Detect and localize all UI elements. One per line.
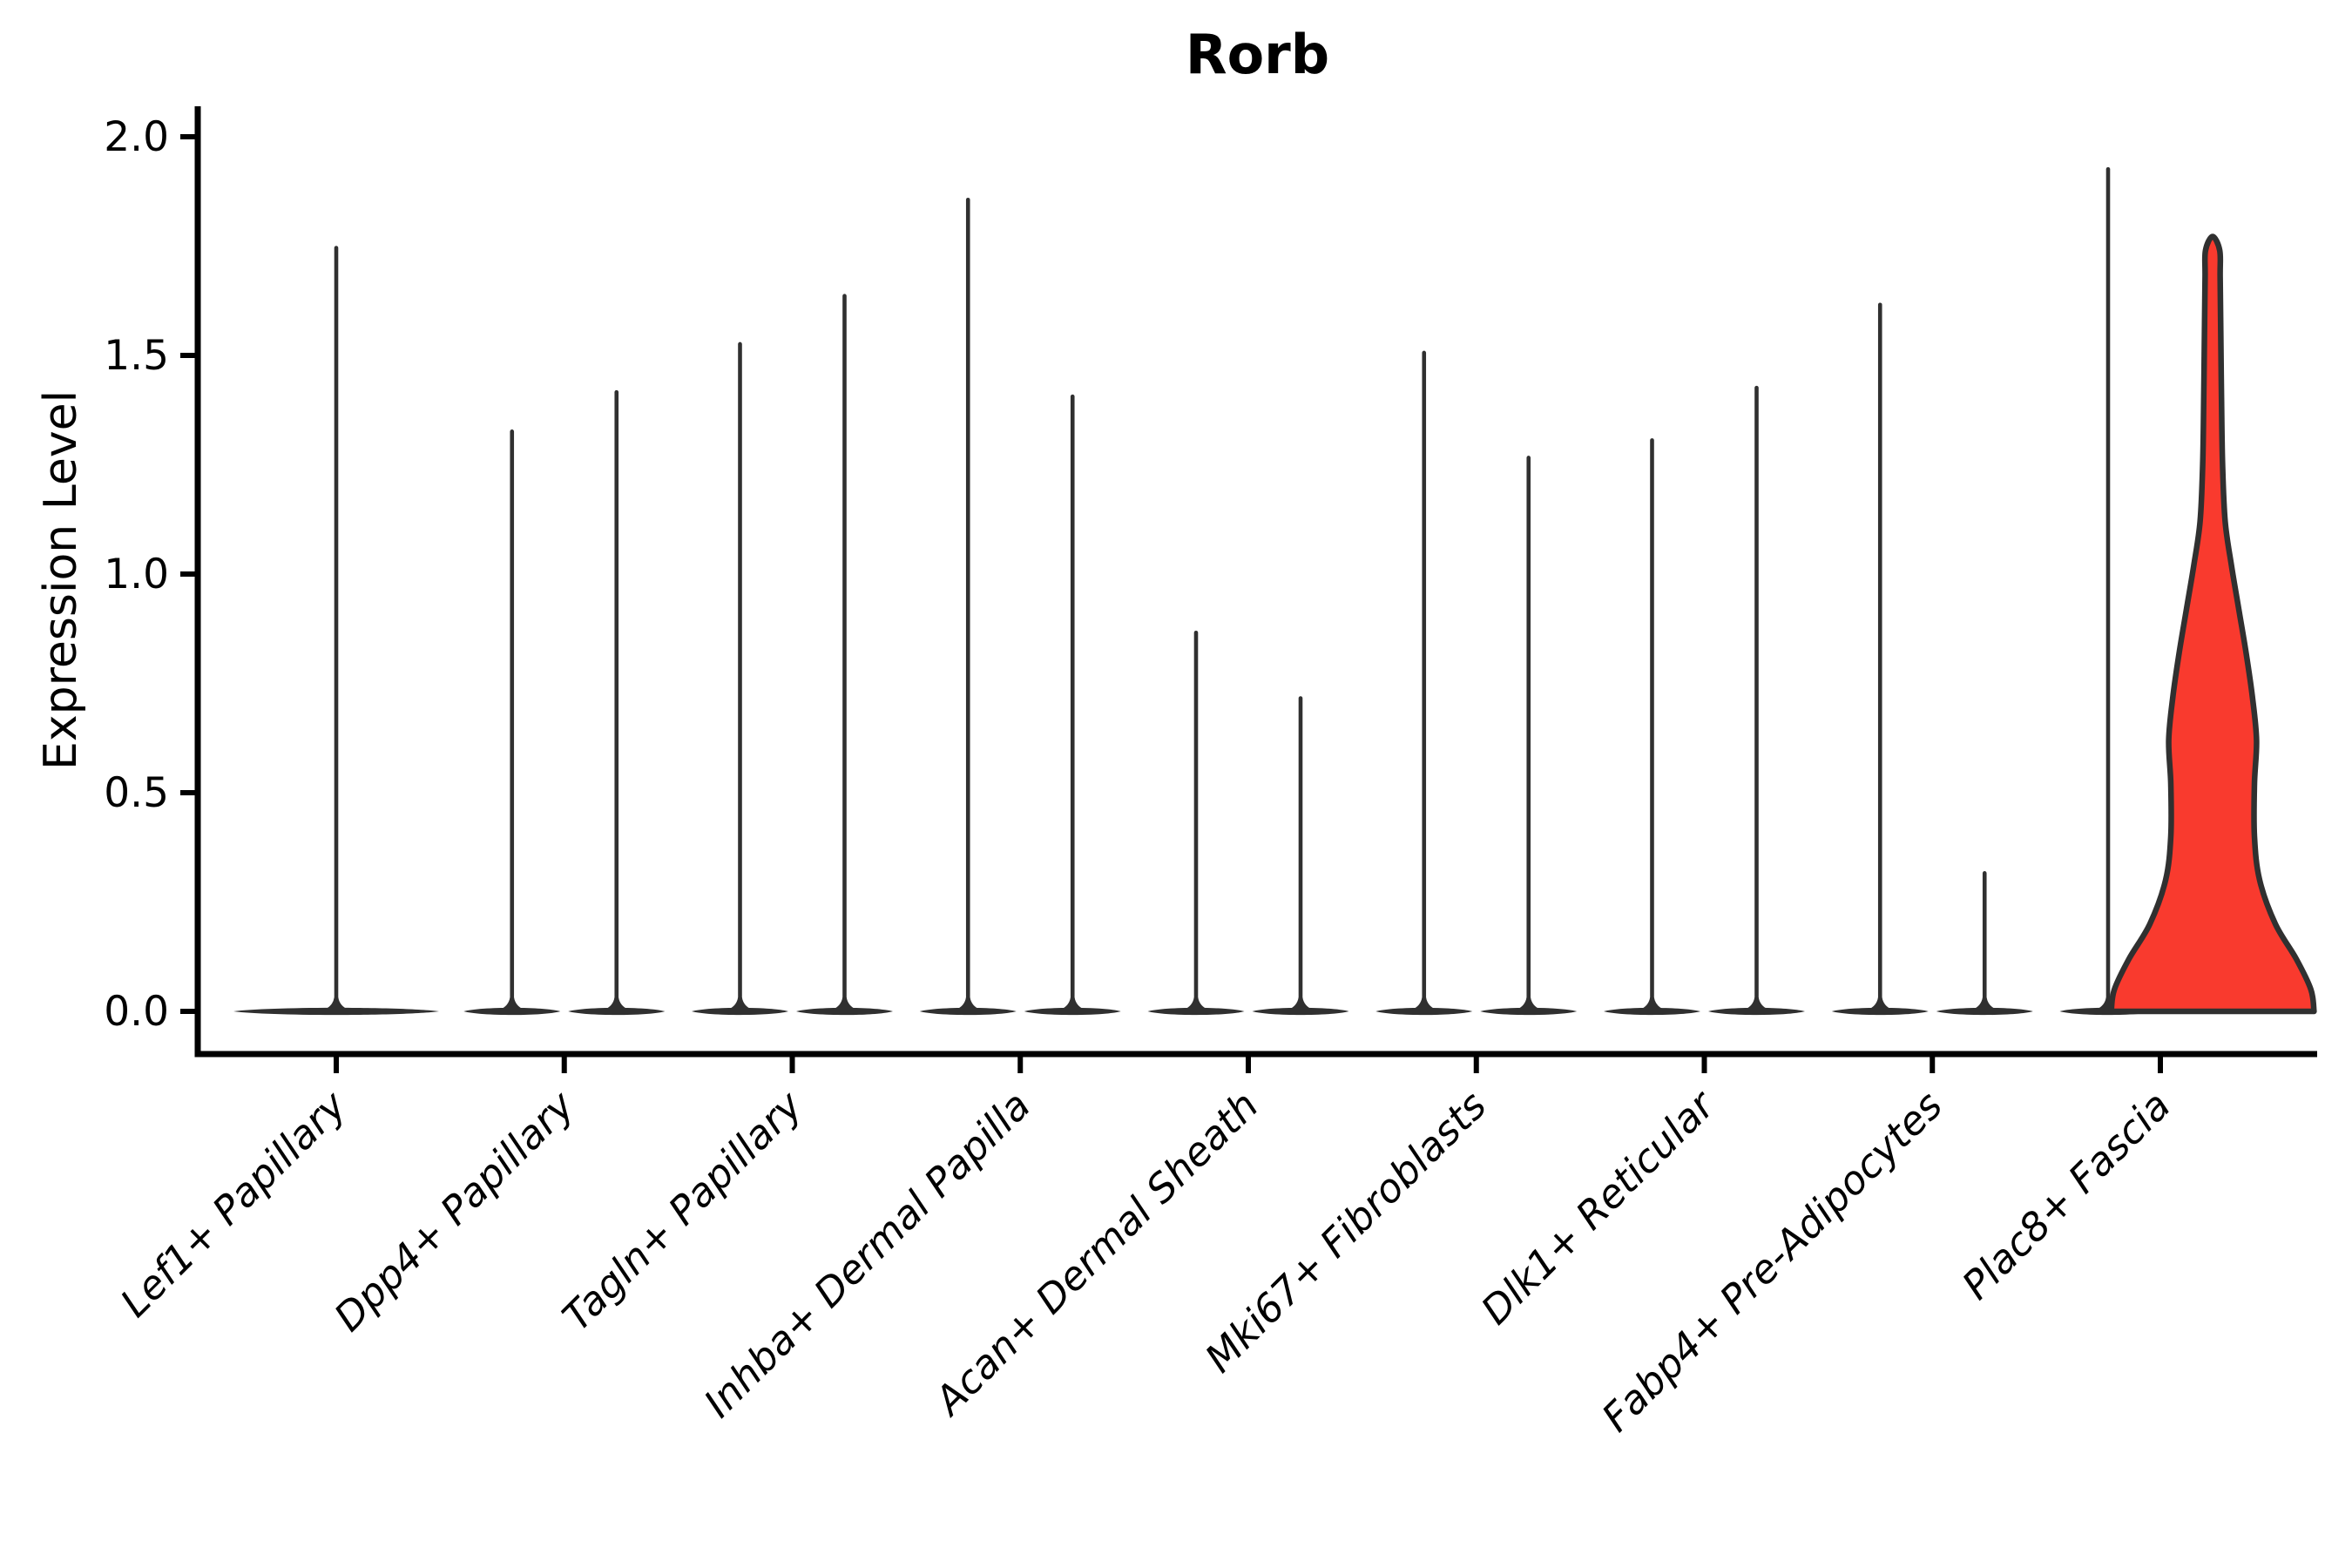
violin-base [1024, 1007, 1121, 1016]
chart-title: Rorb [1185, 23, 1330, 86]
y-tick-label: 1.5 [104, 332, 169, 380]
y-tick-label: 1.0 [104, 551, 169, 598]
violin-base [1604, 1007, 1700, 1016]
x-tick-label: Plac8+ Fascia [1953, 1082, 2180, 1308]
violin-base [1147, 1007, 1245, 1016]
violin-base [1480, 1007, 1578, 1016]
x-tick-label: Tagln+ Papillary [553, 1081, 812, 1340]
x-tick-label: Lef1+ Papillary [112, 1081, 356, 1326]
violin-base [919, 1007, 1017, 1016]
violin-base [463, 1007, 561, 1016]
y-tick-label: 2.0 [104, 113, 169, 161]
x-tick-label: Dlk1+ Reticular [1472, 1081, 1725, 1334]
violin-base [692, 1007, 788, 1016]
violin-base [1708, 1007, 1805, 1016]
violin-base [796, 1007, 893, 1016]
violin-highlighted [2108, 233, 2317, 1015]
x-tick-label: Dpp4+ Papillary [325, 1081, 584, 1340]
violin-base [568, 1007, 666, 1016]
y-tick-label: 0.0 [104, 988, 169, 1036]
violin-base [1831, 1007, 1929, 1016]
y-tick-label: 0.5 [104, 769, 169, 817]
violin-base [1936, 1007, 2033, 1016]
violin-base [1252, 1007, 1349, 1016]
violin-base [1375, 1007, 1473, 1016]
violin-base [233, 1007, 439, 1016]
